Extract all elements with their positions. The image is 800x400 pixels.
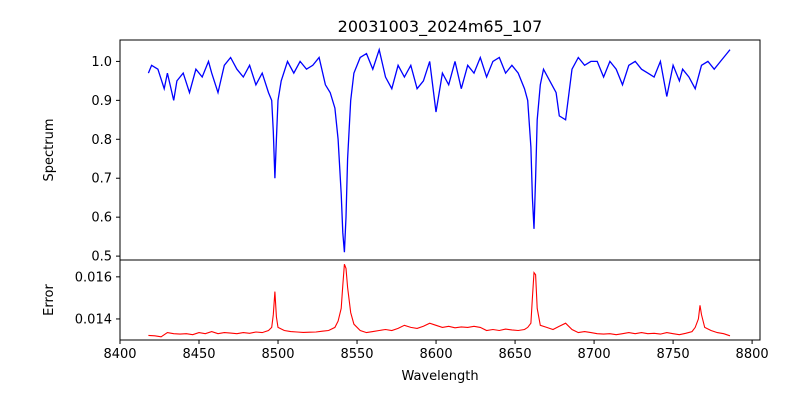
x-tick-label: 8450 (182, 347, 215, 362)
spectrum-y-tick-label: 0.5 (91, 250, 112, 265)
error-y-tick-label: 0.016 (75, 270, 112, 285)
x-axis-ticks: 8400 8450 8500 8550 8600 8650 8700 8750 8800 (103, 340, 769, 362)
spectrum-panel: 0.5 0.6 0.7 0.8 0.9 1.0 Spectrum (42, 39, 761, 265)
x-tick-label: 8600 (420, 347, 453, 362)
spectrum-y-ticks: 0.5 0.6 0.7 0.8 0.9 1.0 (91, 55, 120, 265)
x-axis-label: Wavelength (401, 369, 478, 384)
error-axes-frame (119, 259, 761, 341)
x-tick-label: 8800 (736, 347, 769, 362)
error-y-axis-label: Error (42, 284, 57, 316)
x-tick-label: 8650 (499, 347, 532, 362)
chart-title: 20031003_2024m65_107 (338, 17, 543, 37)
spectrum-y-axis-label: Spectrum (42, 119, 57, 182)
x-tick-label: 8550 (340, 347, 373, 362)
spectrum-y-tick-label: 0.9 (91, 94, 112, 109)
spectrum-series-line (147, 47, 731, 253)
x-tick-label: 8400 (103, 347, 136, 362)
spectrum-y-tick-label: 1.0 (91, 55, 112, 70)
error-series-line (148, 264, 731, 338)
x-tick-label: 8700 (578, 347, 611, 362)
x-tick-label: 8500 (261, 347, 294, 362)
spectrum-y-tick-label: 0.6 (91, 211, 112, 226)
spectrum-y-tick-label: 0.7 (91, 172, 112, 187)
error-y-ticks: 0.014 0.016 (75, 270, 120, 327)
spectrum-y-tick-label: 0.8 (91, 133, 112, 148)
x-tick-label: 8750 (657, 347, 690, 362)
error-y-tick-label: 0.014 (75, 312, 112, 327)
